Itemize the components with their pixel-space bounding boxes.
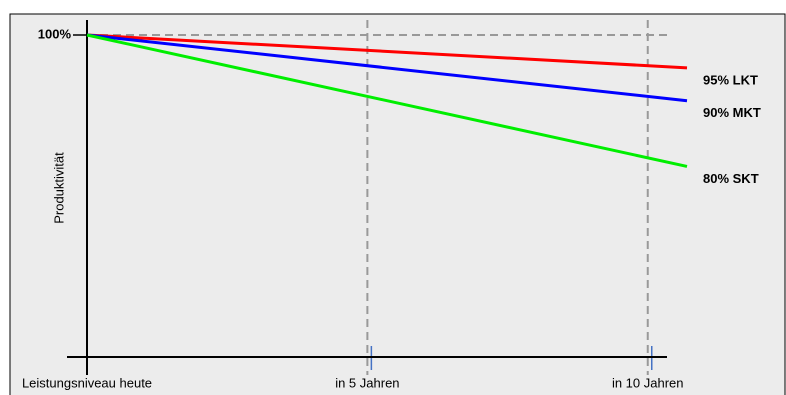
series-line — [86, 33, 688, 168]
x-tick-label: in 5 Jahren — [335, 375, 399, 390]
x-tick-label: in 10 Jahren — [612, 375, 684, 390]
series-line — [86, 33, 688, 70]
series-line — [86, 33, 688, 103]
series-label: 90% MKT — [703, 105, 761, 120]
x-tick-label: Leistungsniveau heute — [22, 375, 152, 390]
y-axis-label: Produktivität — [51, 152, 66, 224]
chart-background — [9, 13, 786, 395]
series-label: 95% LKT — [703, 72, 758, 87]
series-label: 80% SKT — [703, 171, 759, 186]
y-tick-label: 100% — [38, 26, 72, 41]
